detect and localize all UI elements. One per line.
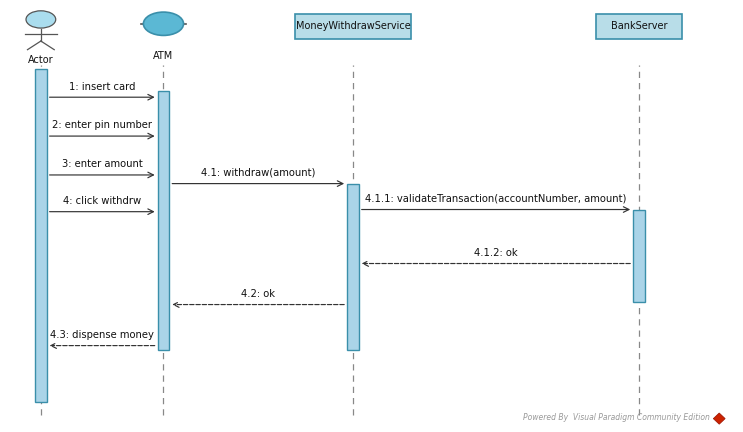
Polygon shape bbox=[713, 413, 725, 424]
Circle shape bbox=[26, 11, 56, 28]
Text: 4.1.2: ok: 4.1.2: ok bbox=[474, 248, 518, 258]
FancyBboxPatch shape bbox=[597, 14, 682, 39]
Text: ATM: ATM bbox=[153, 51, 174, 61]
Text: MoneyWithdrawService: MoneyWithdrawService bbox=[296, 21, 410, 32]
Text: 4.1.1: validateTransaction(accountNumber, amount): 4.1.1: validateTransaction(accountNumber… bbox=[366, 194, 626, 204]
Bar bbox=[158, 91, 169, 350]
Bar bbox=[347, 184, 359, 350]
Text: BankServer: BankServer bbox=[611, 21, 667, 32]
FancyBboxPatch shape bbox=[295, 14, 410, 39]
Text: 4.3: dispense money: 4.3: dispense money bbox=[51, 330, 154, 340]
Text: 1: insert card: 1: insert card bbox=[69, 82, 135, 92]
Circle shape bbox=[143, 12, 184, 35]
Text: 3: enter amount: 3: enter amount bbox=[62, 159, 143, 169]
Text: 4.1: withdraw(amount): 4.1: withdraw(amount) bbox=[201, 168, 315, 178]
Text: 4: click withdrw: 4: click withdrw bbox=[63, 196, 141, 206]
Bar bbox=[35, 69, 47, 402]
Text: 2: enter pin number: 2: enter pin number bbox=[52, 121, 152, 130]
Text: 4.2: ok: 4.2: ok bbox=[241, 289, 275, 299]
Bar bbox=[633, 210, 645, 302]
Text: Powered By  Visual Paradigm Community Edition: Powered By Visual Paradigm Community Edi… bbox=[522, 413, 710, 422]
Text: Actor: Actor bbox=[28, 55, 53, 65]
